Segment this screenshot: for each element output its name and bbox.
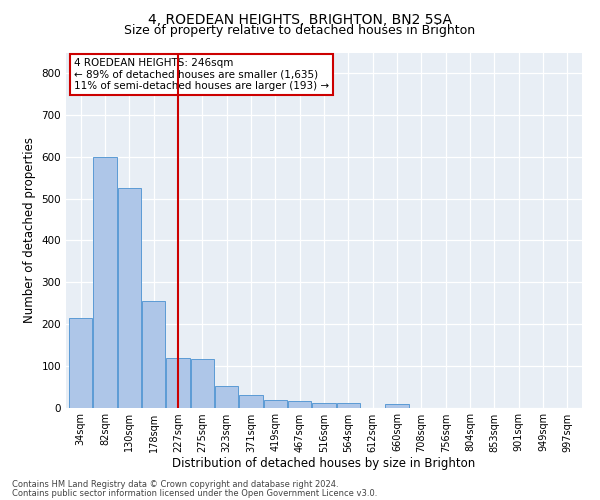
Bar [337,404,360,407]
Bar [94,157,116,407]
Bar [191,360,214,408]
Bar [313,404,335,407]
Bar [215,386,238,407]
Bar [166,358,190,408]
Bar [118,188,141,408]
Bar [142,301,165,408]
Text: 4 ROEDEAN HEIGHTS: 246sqm
← 89% of detached houses are smaller (1,635)
11% of se: 4 ROEDEAN HEIGHTS: 246sqm ← 89% of detac… [74,58,329,91]
Bar [288,401,311,407]
Bar [385,404,409,407]
Bar [69,318,92,408]
Y-axis label: Number of detached properties: Number of detached properties [23,137,36,323]
Text: Contains HM Land Registry data © Crown copyright and database right 2024.: Contains HM Land Registry data © Crown c… [12,480,338,489]
Bar [239,395,263,407]
X-axis label: Distribution of detached houses by size in Brighton: Distribution of detached houses by size … [172,458,476,470]
Text: Contains public sector information licensed under the Open Government Licence v3: Contains public sector information licen… [12,489,377,498]
Text: 4, ROEDEAN HEIGHTS, BRIGHTON, BN2 5SA: 4, ROEDEAN HEIGHTS, BRIGHTON, BN2 5SA [148,12,452,26]
Bar [264,400,287,407]
Text: Size of property relative to detached houses in Brighton: Size of property relative to detached ho… [124,24,476,37]
